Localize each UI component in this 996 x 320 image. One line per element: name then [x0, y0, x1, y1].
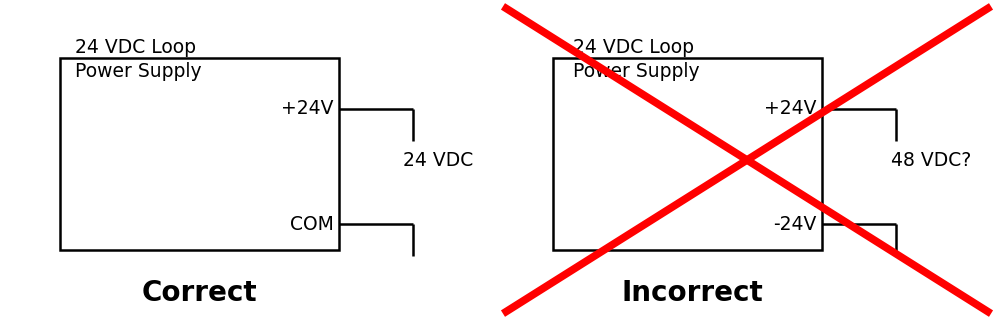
Text: Incorrect: Incorrect [622, 279, 763, 307]
Text: 24 VDC: 24 VDC [403, 150, 474, 170]
Text: +24V: +24V [281, 99, 334, 118]
Bar [553, 58, 822, 250]
Text: 24 VDC Loop
Power Supply: 24 VDC Loop Power Supply [573, 38, 699, 81]
Bar [60, 58, 339, 250]
Text: +24V: +24V [764, 99, 817, 118]
Text: 48 VDC?: 48 VDC? [891, 150, 972, 170]
Text: -24V: -24V [773, 214, 817, 234]
Text: COM: COM [290, 214, 334, 234]
Text: 24 VDC Loop
Power Supply: 24 VDC Loop Power Supply [75, 38, 201, 81]
Text: Correct: Correct [141, 279, 257, 307]
